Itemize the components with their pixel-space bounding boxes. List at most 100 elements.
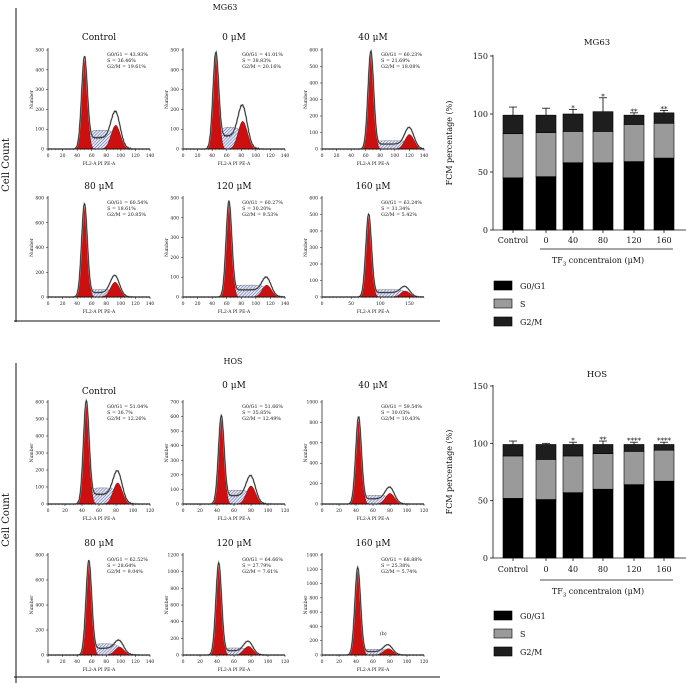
x-axis-label: FL2-A PI PE-A <box>357 309 390 315</box>
phase-stat: G0/G1 = 60.23% <box>381 52 422 58</box>
y-tick-label: 400 <box>35 245 44 251</box>
histogram-title: 120 μM <box>216 539 251 549</box>
phase-stat: S = 36.7% <box>107 410 133 416</box>
bar-segment-s <box>623 124 645 162</box>
bar-segment-g2-m <box>592 111 614 132</box>
y-tick-label: 400 <box>309 461 318 467</box>
x-tick-label: 100 <box>129 508 138 514</box>
histogram-title: 120 μM <box>216 182 251 192</box>
x-tick-label: 120 <box>281 508 290 514</box>
x-tick-label: 20 <box>60 153 66 159</box>
y-tick-label: 150 <box>473 52 488 61</box>
x-tick-label: 120 <box>131 301 140 307</box>
x-tick-label: 140 <box>281 153 290 159</box>
x-tick-label: 20 <box>197 508 203 514</box>
significance-marker: **** <box>627 437 642 445</box>
y-tick-label: 400 <box>309 81 318 87</box>
bar-segment-s <box>535 132 557 177</box>
x-tick-label: 140 <box>146 659 155 665</box>
y-tick-label: 100 <box>35 127 44 133</box>
y-tick-label: 600 <box>35 400 44 406</box>
x-tick-label: 80 <box>103 153 109 159</box>
x-tick-label: 80 <box>238 301 244 307</box>
x-tick-label: 40 <box>214 508 220 514</box>
bar-segment-s <box>502 133 524 179</box>
x-tick-label: 160 <box>656 236 671 245</box>
y-tick-label: 0 <box>41 295 44 301</box>
x-axis-label: TF3 concentraion (μM) <box>552 587 644 599</box>
x-tick-label: 140 <box>420 153 429 159</box>
x-tick-label: 80 <box>248 508 254 514</box>
y-tick-label: 200 <box>309 481 318 487</box>
x-tick-label: 100 <box>264 659 273 665</box>
y-tick-label: 400 <box>35 434 44 440</box>
y-tick-label: 200 <box>35 270 44 276</box>
x-tick-label: 80 <box>387 508 393 514</box>
phase-stat: G2/M = 20.16% <box>242 64 281 70</box>
x-tick-label: 120 <box>131 659 140 665</box>
bar-segment-s <box>592 453 614 490</box>
legend-swatch <box>493 610 513 621</box>
x-axis-label: FL2-A PI PE-A <box>83 667 116 673</box>
x-tick-label: 80 <box>598 565 608 574</box>
phase-stat: S = 28.64% <box>107 563 136 569</box>
x-tick-label: 0 <box>321 153 324 159</box>
x-tick-label: 100 <box>391 153 400 159</box>
x-tick-label: 100 <box>376 301 385 307</box>
significance-marker: * <box>571 437 575 445</box>
y-tick-label: 100 <box>170 127 179 133</box>
phase-stat: G0/G1 = 43.93% <box>107 52 148 58</box>
significance-marker: * <box>601 93 605 101</box>
s-phase-area <box>48 289 150 298</box>
y-tick-label: 400 <box>170 67 179 73</box>
y-axis-label: Number <box>164 89 170 109</box>
y-axis-label: Number <box>29 89 35 109</box>
y-tick-label: 500 <box>35 417 44 423</box>
x-tick-label: 100 <box>252 301 261 307</box>
y-tick-label: 500 <box>309 64 318 70</box>
phase-stat: S = 38.83% <box>242 58 271 64</box>
legend-swatch <box>493 280 513 291</box>
y-tick-label: 700 <box>170 400 179 406</box>
x-axis-label: FL2-A PI PE-A <box>83 161 116 167</box>
y-tick-label: 100 <box>170 487 179 493</box>
y-tick-label: 0 <box>176 295 179 301</box>
x-tick-label: 0 <box>543 565 548 574</box>
y-tick-label: 0 <box>176 147 179 153</box>
phase-stat: S = 35.85% <box>242 410 271 416</box>
s-phase-area <box>48 487 150 505</box>
x-tick-label: 0 <box>182 153 185 159</box>
g0-g1-peak <box>48 560 150 656</box>
y-tick-label: 1400 <box>307 553 319 559</box>
y-tick-label: 300 <box>170 235 179 241</box>
x-tick-label: 80 <box>248 659 254 665</box>
g0-g1-peak <box>322 213 424 298</box>
x-tick-label: 80 <box>598 236 608 245</box>
x-tick-label: 20 <box>195 301 201 307</box>
y-tick-label: 1200 <box>168 553 180 559</box>
y-tick-label: 800 <box>35 553 44 559</box>
bar-segment-g0-g1 <box>623 484 645 559</box>
phase-stat: G0/G1 = 60.27% <box>242 200 283 206</box>
y-tick-label: 200 <box>170 636 179 642</box>
stacked-bar-chart: MG63 FCM percentage (%) 0 50 100 150 Control 0 4… <box>445 38 686 327</box>
y-axis-label: Number <box>303 443 309 463</box>
phase-stat: S = 25.38% <box>381 563 410 569</box>
x-tick-label: 40 <box>79 508 85 514</box>
phase-stat: G2/M = 5.42% <box>381 212 417 218</box>
g0-g1-peak <box>183 562 285 656</box>
y-tick-label: 500 <box>35 48 44 54</box>
x-axis-label: FL2-A PI PE-A <box>357 667 390 673</box>
phase-stat: G2/M = 10.43% <box>381 416 420 422</box>
bar-segment-g0-g1 <box>502 498 524 559</box>
bar-segment-g2-m <box>562 113 584 132</box>
x-tick-label: 40 <box>209 153 215 159</box>
x-tick-label: 40 <box>348 153 354 159</box>
y-tick-label: 300 <box>170 458 179 464</box>
y-tick-label: 600 <box>170 414 179 420</box>
x-tick-label: 120 <box>131 153 140 159</box>
y-tick-label: 200 <box>309 114 318 120</box>
x-tick-label: 100 <box>403 659 412 665</box>
x-tick-label: 0 <box>543 236 548 245</box>
legend-label: G2/M <box>520 648 542 657</box>
